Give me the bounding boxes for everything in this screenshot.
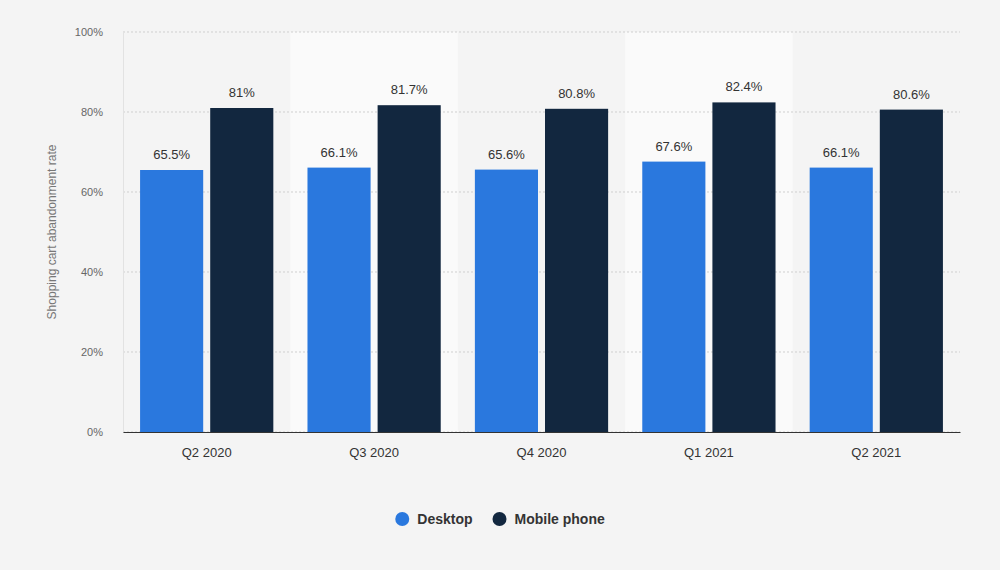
y-tick-label: 20% — [81, 346, 103, 358]
x-tick: Q4 2020 — [517, 432, 567, 460]
data-label: 66.1% — [321, 145, 358, 160]
column-band — [290, 32, 457, 432]
bar — [307, 168, 370, 432]
column-band — [625, 32, 792, 432]
x-tick-label: Q3 2020 — [349, 445, 399, 460]
x-tick: Q2 2021 — [851, 432, 901, 460]
grid-line — [123, 32, 960, 33]
bar — [545, 109, 608, 432]
bar — [140, 170, 203, 432]
x-tick: Q3 2020 — [349, 432, 399, 460]
y-tick-label: 40% — [81, 266, 103, 278]
x-axis-line — [124, 432, 961, 433]
y-tick-label: 60% — [81, 186, 103, 198]
x-tick-label: Q1 2021 — [684, 445, 734, 460]
legend-swatch — [395, 512, 409, 526]
data-label: 81% — [229, 85, 255, 100]
y-tick: 20% — [81, 346, 123, 358]
y-tick-label: 100% — [75, 26, 103, 38]
data-label: 67.6% — [655, 139, 692, 154]
legend-label: Mobile phone — [515, 511, 605, 527]
x-tick-label: Q4 2020 — [517, 445, 567, 460]
data-label: 82.4% — [726, 79, 763, 94]
data-label: 65.5% — [153, 147, 190, 162]
data-label: 81.7% — [391, 82, 428, 97]
y-tick: 0% — [87, 426, 123, 438]
x-tick-label: Q2 2020 — [182, 445, 232, 460]
y-axis: 0% 20% 40% 60% 80% 100% — [75, 26, 124, 438]
background — [0, 0, 1000, 570]
x-tick: Q2 2020 — [182, 432, 232, 460]
bar — [810, 168, 873, 432]
y-tick: 80% — [81, 106, 123, 118]
data-label: 80.6% — [893, 87, 930, 102]
legend-item: Mobile phone — [493, 511, 605, 527]
y-tick: 60% — [81, 186, 123, 198]
x-axis: Q2 2020 Q3 2020 Q4 2020 Q1 2021 Q2 2021 — [124, 432, 961, 460]
y-axis-line — [123, 33, 124, 433]
data-label: 65.6% — [488, 147, 525, 162]
bar — [475, 170, 538, 432]
legend-item: Desktop — [395, 511, 472, 527]
bar — [880, 110, 943, 432]
x-tick: Q1 2021 — [684, 432, 734, 460]
y-axis-title: Shopping cart abandonment rate — [45, 144, 59, 319]
data-label: 80.8% — [558, 86, 595, 101]
y-tick-label: 80% — [81, 106, 103, 118]
legend: Desktop Mobile phone — [395, 511, 605, 527]
column-bands — [290, 32, 792, 432]
grid — [123, 32, 960, 432]
bar-series — [210, 102, 943, 432]
chart: 0% 20% 40% 60% 80% 100% Shopping cart abandonm… — [0, 0, 1000, 570]
data-label: 66.1% — [823, 145, 860, 160]
bar — [378, 105, 441, 432]
legend-swatch — [493, 512, 507, 526]
legend-label: Desktop — [417, 511, 472, 527]
y-tick: 100% — [75, 26, 123, 38]
bar — [712, 102, 775, 432]
bar — [642, 162, 705, 432]
bar — [210, 108, 273, 432]
y-tick-label: 0% — [87, 426, 103, 438]
bars — [140, 102, 943, 432]
y-tick: 40% — [81, 266, 123, 278]
x-tick-label: Q2 2021 — [851, 445, 901, 460]
data-labels: 65.5% 66.1% 65.6% 67.6% 66.1% 81% 81.7% 80.8% 82… — [153, 79, 930, 162]
